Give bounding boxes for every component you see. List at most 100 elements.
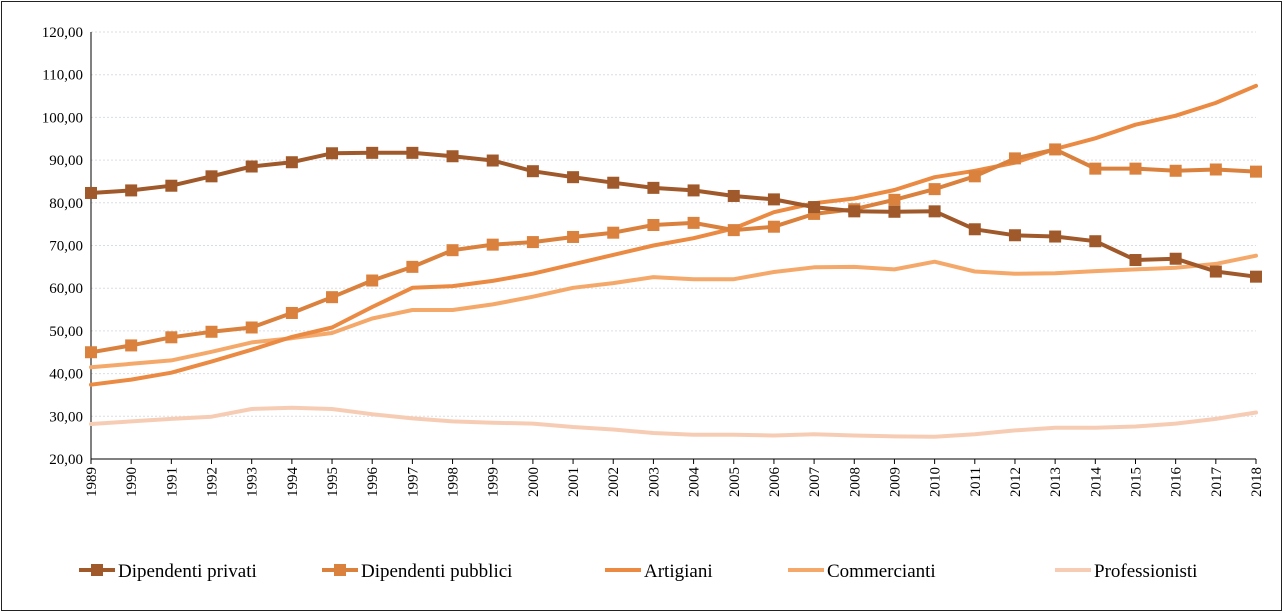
data-point	[647, 181, 660, 194]
data-point	[1089, 162, 1102, 175]
data-point	[526, 236, 539, 249]
x-tick-label: 1992	[205, 467, 221, 497]
data-point	[285, 306, 298, 319]
y-tick-label: 40,00	[49, 367, 83, 383]
data-point	[888, 193, 901, 206]
x-tick-label: 2016	[1169, 467, 1185, 498]
x-tick-label: 2002	[606, 467, 622, 497]
data-point	[1209, 265, 1222, 278]
x-tick-label: 2007	[807, 467, 823, 498]
x-tick-label: 2017	[1209, 467, 1225, 498]
y-tick-label: 80,00	[49, 196, 83, 212]
x-tick-label: 1996	[365, 467, 381, 498]
x-tick-label: 2009	[887, 467, 903, 497]
data-point	[486, 154, 499, 167]
x-tick-label: 2001	[566, 467, 582, 497]
series-line	[89, 253, 1258, 370]
data-point	[848, 205, 861, 218]
data-point	[1250, 165, 1262, 178]
data-point	[1008, 152, 1021, 165]
x-tick-label: 1993	[245, 467, 261, 497]
data-point	[767, 193, 780, 206]
data-point	[928, 205, 941, 218]
legend-label: Dipendenti privati	[118, 561, 257, 582]
data-point	[767, 220, 780, 233]
x-tick-label: 1989	[84, 467, 100, 497]
data-point	[446, 150, 459, 163]
series-line	[89, 83, 1258, 387]
y-tick-label: 30,00	[49, 409, 83, 425]
data-point	[285, 156, 298, 169]
data-point	[1049, 230, 1062, 243]
x-tick-label: 2005	[727, 467, 743, 497]
x-tick-label: 1997	[405, 467, 421, 498]
y-tick-label: 110,00	[42, 68, 83, 84]
x-tick-label: 2010	[928, 467, 944, 497]
x-tick-label: 2014	[1088, 467, 1104, 498]
x-tick-label: 2012	[1008, 467, 1024, 497]
x-tick-label: 2000	[526, 467, 542, 497]
x-tick-label: 2011	[968, 467, 984, 496]
data-point	[968, 223, 981, 236]
x-tick-label: 2006	[767, 467, 783, 498]
data-point	[406, 146, 419, 159]
x-tick-label: 1991	[164, 467, 180, 497]
data-point	[687, 184, 700, 197]
x-tick-label: 1995	[325, 467, 341, 497]
data-point	[125, 339, 138, 352]
data-point	[1250, 270, 1262, 283]
data-point	[1209, 163, 1222, 176]
data-point	[1089, 235, 1102, 248]
x-tick-label: 2018	[1249, 467, 1265, 497]
data-point	[326, 147, 339, 160]
x-tick-label: 1990	[124, 467, 140, 497]
data-point	[486, 238, 499, 251]
data-point	[205, 325, 218, 338]
data-point	[727, 224, 740, 237]
x-tick-label: 2008	[847, 467, 863, 497]
series-line	[89, 150, 1258, 279]
data-point	[446, 244, 459, 257]
data-point	[1169, 252, 1182, 265]
x-tick-label: 2015	[1128, 467, 1144, 497]
data-point	[687, 216, 700, 229]
data-point	[326, 291, 339, 304]
y-tick-label: 50,00	[49, 324, 83, 340]
data-point	[205, 170, 218, 183]
data-point	[727, 189, 740, 202]
data-point	[526, 165, 539, 178]
data-point	[165, 331, 178, 344]
data-point	[1049, 143, 1062, 156]
data-point	[607, 226, 620, 239]
data-point	[1008, 229, 1021, 242]
legend-label: Dipendenti pubblici	[361, 561, 512, 582]
data-point	[245, 160, 258, 173]
series-line	[89, 405, 1258, 439]
data-point	[366, 146, 379, 159]
legend-label: Artigiani	[644, 561, 713, 582]
data-point	[165, 179, 178, 192]
data-point	[1129, 162, 1142, 175]
data-point	[928, 183, 941, 196]
y-tick-label: 90,00	[49, 153, 83, 169]
data-point	[888, 205, 901, 218]
legend-label: Professionisti	[1094, 561, 1197, 582]
data-point	[366, 274, 379, 287]
series-line	[89, 147, 1258, 355]
data-point	[406, 260, 419, 273]
y-tick-label: 70,00	[49, 239, 83, 255]
data-point	[85, 346, 97, 359]
legend-marker	[334, 564, 346, 576]
data-point	[125, 184, 138, 197]
data-point	[245, 321, 258, 334]
data-point	[968, 170, 981, 183]
data-point	[1129, 254, 1142, 267]
x-tick-label: 2013	[1048, 467, 1064, 497]
legend-marker	[91, 564, 103, 576]
x-tick-label: 2004	[687, 467, 703, 498]
data-point	[85, 186, 97, 199]
x-tick-label: 1994	[285, 467, 301, 498]
data-point	[567, 171, 580, 184]
